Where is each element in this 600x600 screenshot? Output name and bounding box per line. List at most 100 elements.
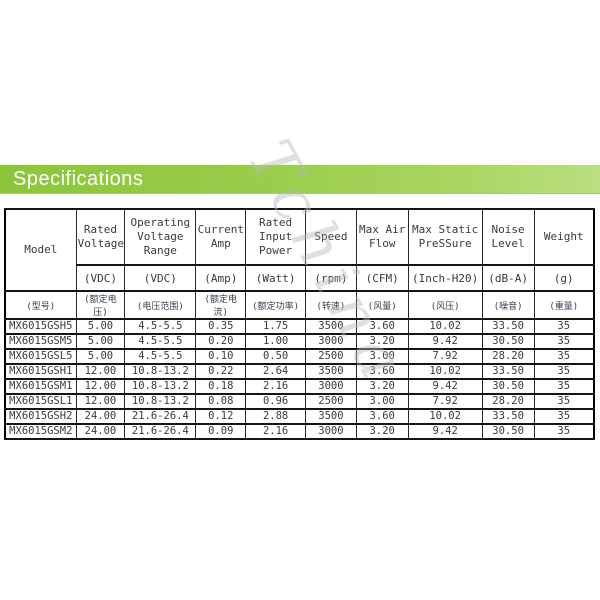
- value-cell: 0.12: [195, 408, 247, 425]
- table-body: MX6015GSH5 5.00 4.5-5.5 0.35 1.75 3500 3.60 10.…: [4, 318, 595, 440]
- value-cell: 35: [533, 363, 595, 380]
- value-cell: 7.92: [407, 348, 483, 365]
- value-cell: 35: [533, 423, 595, 440]
- value-cell: 3500: [305, 318, 357, 335]
- value-cell: 3.00: [355, 393, 409, 410]
- table-row: MX6015GSH5 5.00 4.5-5.5 0.35 1.75 3500 3.60 10.…: [4, 318, 595, 335]
- col-header-model: Model: [4, 208, 77, 292]
- value-cell: 24.00: [75, 408, 126, 425]
- value-cell: 10.8-13.2: [124, 393, 197, 410]
- value-cell: 3000: [305, 423, 357, 440]
- table-row: MX6015GSM1 12.00 10.8-13.2 0.18 2.16 3000 3.20…: [4, 378, 595, 395]
- value-cell: 35: [533, 378, 595, 395]
- col-unit: (VDC): [75, 264, 126, 292]
- col-header: Max Air Flow: [355, 208, 409, 266]
- col-header: Max Static PreSSure: [407, 208, 483, 266]
- value-cell: 0.08: [195, 393, 247, 410]
- col-unit: (CFM): [355, 264, 409, 292]
- section-title: Specifications: [13, 167, 144, 190]
- value-cell: 0.22: [195, 363, 247, 380]
- value-cell: 3500: [305, 408, 357, 425]
- col-header-cn: (重量): [533, 290, 595, 320]
- value-cell: 12.00: [75, 393, 126, 410]
- col-unit: (g): [533, 264, 595, 292]
- specifications-table: Model Rated Voltage Operating Voltage Rang…: [4, 208, 595, 440]
- value-cell: 21.6-26.4: [124, 408, 197, 425]
- col-header: Rated Input Power: [245, 208, 307, 266]
- col-unit: (rpm): [305, 264, 357, 292]
- value-cell: 0.96: [245, 393, 307, 410]
- value-cell: 2500: [305, 348, 357, 365]
- header-row-cn: (型号) (额定电压) (电压范围) (额定电流) (额定功率) (转速) (风量) (风压)…: [4, 290, 595, 320]
- model-cell: MX6015GSH2: [4, 408, 77, 425]
- model-cell: MX6015GSM5: [4, 333, 77, 350]
- value-cell: 10.8-13.2: [124, 378, 197, 395]
- col-header: Noise Level: [481, 208, 535, 266]
- value-cell: 0.20: [195, 333, 247, 350]
- value-cell: 28.20: [481, 348, 535, 365]
- value-cell: 30.50: [481, 333, 535, 350]
- value-cell: 35: [533, 333, 595, 350]
- col-unit: (VDC): [124, 264, 197, 292]
- value-cell: 10.02: [407, 408, 483, 425]
- table-row: MX6015GSL1 12.00 10.8-13.2 0.08 0.96 2500 3.00…: [4, 393, 595, 410]
- model-cell: MX6015GSL1: [4, 393, 77, 410]
- table-row: MX6015GSH2 24.00 21.6-26.4 0.12 2.88 3500 3.60…: [4, 408, 595, 425]
- value-cell: 35: [533, 318, 595, 335]
- col-header-cn: (型号): [4, 290, 77, 320]
- model-cell: MX6015GSH5: [4, 318, 77, 335]
- col-header-cn: (风量): [355, 290, 409, 320]
- col-header: Rated Voltage: [75, 208, 126, 266]
- value-cell: 35: [533, 393, 595, 410]
- value-cell: 33.50: [481, 363, 535, 380]
- model-cell: MX6015GSM1: [4, 378, 77, 395]
- col-header-cn: (转速): [305, 290, 357, 320]
- value-cell: 4.5-5.5: [124, 348, 197, 365]
- value-cell: 3000: [305, 333, 357, 350]
- value-cell: 5.00: [75, 333, 126, 350]
- col-header-cn: (额定电压): [75, 290, 126, 320]
- value-cell: 28.20: [481, 393, 535, 410]
- section-banner: Specifications: [0, 165, 600, 194]
- value-cell: 1.00: [245, 333, 307, 350]
- value-cell: 5.00: [75, 348, 126, 365]
- value-cell: 7.92: [407, 393, 483, 410]
- value-cell: 33.50: [481, 318, 535, 335]
- value-cell: 5.00: [75, 318, 126, 335]
- table-row: MX6015GSM5 5.00 4.5-5.5 0.20 1.00 3000 3.20 9.4…: [4, 333, 595, 350]
- col-header: Current Amp: [195, 208, 247, 266]
- col-unit: (Amp): [195, 264, 247, 292]
- model-cell: MX6015GSH1: [4, 363, 77, 380]
- value-cell: 10.02: [407, 363, 483, 380]
- model-cell: MX6015GSM2: [4, 423, 77, 440]
- value-cell: 12.00: [75, 378, 126, 395]
- value-cell: 3.60: [355, 408, 409, 425]
- table-row: MX6015GSM2 24.00 21.6-26.4 0.09 2.16 3000 3.20…: [4, 423, 595, 440]
- value-cell: 2.88: [245, 408, 307, 425]
- value-cell: 2.16: [245, 378, 307, 395]
- col-header: Operating Voltage Range: [124, 208, 197, 266]
- value-cell: 0.10: [195, 348, 247, 365]
- value-cell: 35: [533, 348, 595, 365]
- value-cell: 9.42: [407, 378, 483, 395]
- value-cell: 30.50: [481, 423, 535, 440]
- value-cell: 35: [533, 408, 595, 425]
- value-cell: 3000: [305, 378, 357, 395]
- value-cell: 3.20: [355, 423, 409, 440]
- value-cell: 33.50: [481, 408, 535, 425]
- value-cell: 9.42: [407, 333, 483, 350]
- value-cell: 0.18: [195, 378, 247, 395]
- col-unit: (Inch-H20): [407, 264, 483, 292]
- col-unit: (dB-A): [481, 264, 535, 292]
- value-cell: 3500: [305, 363, 357, 380]
- table-row: MX6015GSL5 5.00 4.5-5.5 0.10 0.50 2500 3.00 7.9…: [4, 348, 595, 365]
- value-cell: 3.00: [355, 348, 409, 365]
- col-header-cn: (风压): [407, 290, 483, 320]
- value-cell: 3.20: [355, 378, 409, 395]
- header-row-units: (VDC) (VDC) (Amp) (Watt) (rpm) (CFM) (Inch-H20…: [5, 264, 595, 292]
- value-cell: 2.64: [245, 363, 307, 380]
- value-cell: 0.35: [195, 318, 247, 335]
- value-cell: 4.5-5.5: [124, 333, 197, 350]
- col-unit: (Watt): [245, 264, 307, 292]
